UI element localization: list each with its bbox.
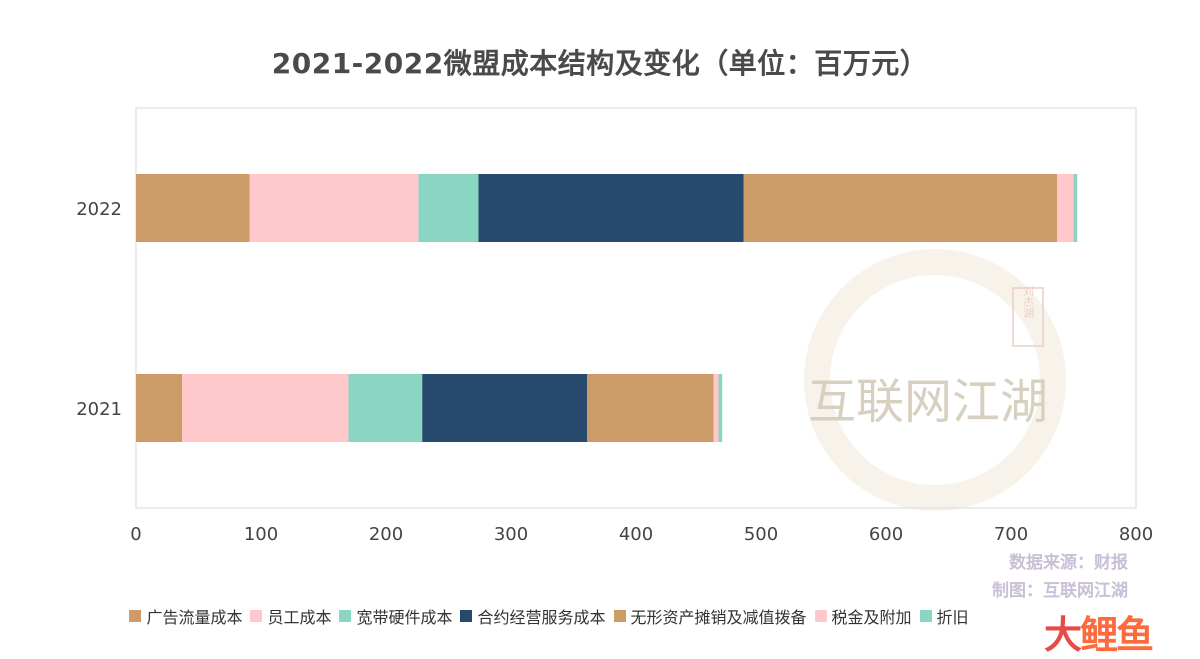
legend-swatch	[250, 610, 263, 622]
legend-label: 税金及附加	[831, 608, 912, 627]
legend-swatch	[814, 610, 827, 622]
watermark-seal-text: 刘杰湖	[1022, 285, 1035, 319]
brand-logo: 大鲤鱼	[1043, 604, 1154, 659]
bar-2022-series-2	[418, 174, 479, 242]
plot-area-frame	[135, 107, 1137, 509]
bar-2021-series-4	[587, 374, 714, 442]
x-tick-label-0: 0	[130, 524, 141, 545]
bar-2021-series-2	[348, 374, 423, 442]
bars-group	[136, 174, 1078, 442]
x-tick-label-600: 600	[869, 524, 903, 545]
legend-label: 广告流量成本	[146, 608, 243, 627]
legend-item-0: 广告流量成本	[129, 604, 242, 628]
maker-note: 制图：互联网江湖	[992, 581, 1128, 601]
legend-swatch	[613, 610, 626, 622]
legend-label: 宽带硬件成本	[356, 608, 453, 627]
legend: 广告流量成本 员工成本 宽带硬件成本 合约经营服务成本 无形资产摊销及减值拨备 税金及附加…	[0, 604, 1100, 628]
legend-label: 无形资产摊销及减值拨备	[630, 608, 807, 627]
bar-2021-series-0	[136, 374, 183, 442]
y-tick-label-2021: 2021	[76, 399, 122, 420]
bar-2022-series-4	[743, 174, 1058, 242]
x-tick-label-500: 500	[744, 524, 778, 545]
bar-2021-series-6	[718, 374, 723, 442]
bar-2022-series-1	[249, 174, 419, 242]
legend-item-1: 员工成本	[250, 604, 331, 628]
source-note: 数据来源：财报	[1009, 553, 1128, 573]
brand-logo-part1: 大	[1043, 613, 1082, 657]
x-tick-label-400: 400	[619, 524, 653, 545]
x-tick-label-100: 100	[244, 524, 278, 545]
bar-2021-series-1	[182, 374, 349, 442]
bar-2022-series-0	[136, 174, 250, 242]
legend-swatch	[339, 610, 352, 622]
bar-2022-series-6	[1073, 174, 1078, 242]
watermark-text: 互联网江湖	[808, 376, 1048, 429]
x-tick-label-300: 300	[494, 524, 528, 545]
bar-2021-series-3	[422, 374, 588, 442]
x-tick-label-800: 800	[1119, 524, 1153, 545]
x-tick-label-700: 700	[994, 524, 1028, 545]
legend-item-2: 宽带硬件成本	[339, 604, 452, 628]
y-tick-label-2022: 2022	[76, 199, 122, 220]
legend-label: 折旧	[936, 608, 969, 627]
bar-2022-series-3	[478, 174, 744, 242]
y-axis-labels: 2022 2021	[76, 199, 122, 420]
legend-swatch	[129, 610, 142, 622]
legend-item-5: 税金及附加	[814, 604, 912, 628]
bar-2021-series-5	[713, 374, 719, 442]
legend-item-3: 合约经营服务成本	[460, 604, 606, 628]
legend-label: 员工成本	[267, 608, 332, 627]
watermark-logo: 互联网江湖 刘杰湖	[804, 249, 1066, 511]
x-tick-label-200: 200	[369, 524, 403, 545]
legend-swatch	[919, 610, 932, 622]
legend-label: 合约经营服务成本	[477, 608, 606, 627]
chart-title: 2021-2022微盟成本结构及变化（单位：百万元）	[271, 47, 929, 80]
bar-2022-series-5	[1057, 174, 1074, 242]
legend-swatch	[460, 610, 473, 622]
x-axis-labels: 0 100 200 300 400 500 600 700 800	[130, 524, 1153, 545]
brand-logo-part2: 鲤鱼	[1079, 613, 1154, 657]
legend-item-6: 折旧	[919, 604, 969, 628]
legend-item-4: 无形资产摊销及减值拨备	[613, 604, 807, 628]
